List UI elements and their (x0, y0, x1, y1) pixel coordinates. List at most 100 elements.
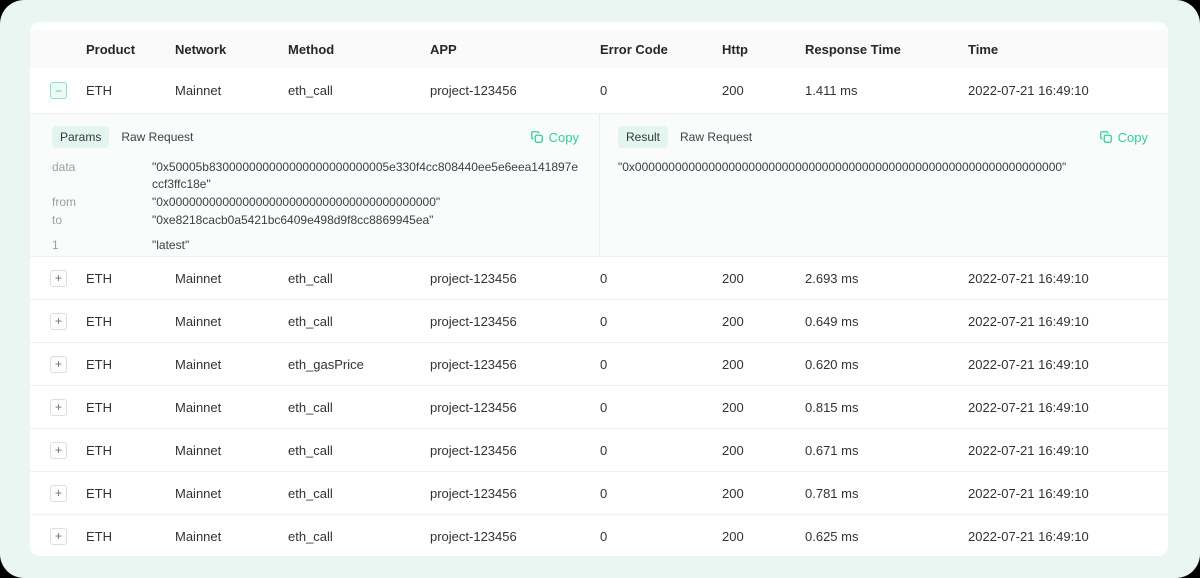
table-row[interactable]: + ETH Mainnet eth_call project-123456 0 … (30, 515, 1168, 556)
cell-product: ETH (86, 399, 112, 415)
cell-response-time: 1.411 ms (805, 83, 858, 98)
cell-app: project-123456 (430, 399, 517, 415)
cell-http: 200 (722, 485, 744, 501)
params-panel: Params Raw Request Copy data "0x50005b83… (30, 114, 600, 256)
cell-method: eth_call (288, 83, 333, 98)
table-header: Product Network Method APP Error Code Ht… (30, 30, 1168, 68)
cell-http: 200 (722, 356, 744, 372)
cell-error-code: 0 (600, 83, 608, 98)
cell-time: 2022-07-21 16:49:10 (968, 83, 1089, 98)
cell-http: 200 (722, 399, 744, 415)
cell-response-time: 2.693 ms (805, 270, 859, 286)
cell-network: Mainnet (175, 528, 222, 544)
expand-toggle-icon[interactable]: + (50, 441, 67, 459)
expand-toggle-icon[interactable]: + (50, 484, 67, 502)
params-field-list: data "0x50005b83000000000000000000000000… (52, 159, 579, 254)
expand-toggle-icon[interactable]: + (50, 398, 67, 416)
expand-toggle-icon[interactable]: + (50, 312, 67, 330)
cell-response-time: 0.671 ms (805, 442, 859, 458)
column-header-response-time: Response Time (805, 42, 968, 57)
cell-time: 2022-07-21 16:49:10 (968, 442, 1089, 458)
cell-method: eth_gasPrice (288, 356, 364, 372)
cell-http: 200 (722, 528, 744, 544)
column-header-product: Product (86, 41, 136, 57)
cell-product: ETH (86, 528, 112, 544)
column-header-error-code: Error Code (600, 42, 722, 57)
copy-result-button[interactable]: Copy (1099, 130, 1148, 145)
cell-error-code: 0 (600, 485, 608, 501)
param-field-row: 1 "latest" (52, 237, 579, 254)
column-header-network: Network (175, 42, 288, 57)
param-field-row: to "0xe8218cacb0a5421bc6409e498d9f8cc886… (52, 212, 579, 229)
cell-time: 2022-07-21 16:49:10 (968, 399, 1089, 415)
expanded-row-detail: Params Raw Request Copy data "0x50005b83… (30, 114, 1168, 257)
expand-toggle-icon[interactable]: + (50, 527, 67, 545)
tab-result[interactable]: Result (618, 126, 669, 148)
table-row[interactable]: − ETH Mainnet eth_call project-123456 0 … (30, 68, 1168, 114)
expand-toggle-icon[interactable]: − (50, 82, 67, 99)
cell-error-code: 0 (600, 356, 608, 372)
cell-time: 2022-07-21 16:49:10 (968, 356, 1089, 372)
param-key: 1 (52, 238, 59, 252)
table-row[interactable]: + ETH Mainnet eth_call project-123456 0 … (30, 300, 1168, 343)
cell-method: eth_call (288, 528, 333, 544)
param-value: "0xe8218cacb0a5421bc6409e498d9f8cc886994… (152, 213, 434, 227)
cell-http: 200 (722, 442, 744, 458)
cell-product: ETH (86, 83, 112, 98)
expand-toggle-icon[interactable]: + (50, 269, 67, 287)
tab-result-raw-request[interactable]: Raw Request (680, 130, 753, 144)
cell-response-time: 0.620 ms (805, 356, 859, 372)
cell-method: eth_call (288, 313, 333, 329)
copy-params-label: Copy (548, 129, 579, 145)
cell-response-time: 0.649 ms (805, 313, 859, 329)
table-row[interactable]: + ETH Mainnet eth_gasPrice project-12345… (30, 343, 1168, 386)
param-value: "latest" (152, 238, 190, 252)
copy-icon (530, 131, 543, 143)
cell-app: project-123456 (430, 528, 517, 544)
cell-product: ETH (86, 356, 112, 372)
table-row[interactable]: + ETH Mainnet eth_call project-123456 0 … (30, 472, 1168, 515)
cell-time: 2022-07-21 16:49:10 (968, 270, 1089, 286)
cell-http: 200 (722, 83, 744, 98)
cell-network: Mainnet (175, 485, 222, 501)
cell-network: Mainnet (175, 270, 222, 286)
column-header-time: Time (968, 42, 1168, 57)
cell-network: Mainnet (175, 356, 222, 372)
cell-http: 200 (722, 270, 744, 286)
cell-error-code: 0 (600, 313, 608, 329)
cell-network: Mainnet (175, 399, 222, 415)
result-value: "0x0000000000000000000000000000000000000… (618, 160, 1067, 174)
result-panel: Result Raw Request Copy "0x0000000000000… (600, 114, 1168, 256)
param-value: "0x0000000000000000000000000000000000000… (152, 195, 441, 209)
cell-network: Mainnet (175, 313, 222, 329)
expand-toggle-icon[interactable]: + (50, 355, 67, 373)
cell-app: project-123456 (430, 313, 517, 329)
result-panel-header: Result Raw Request Copy (618, 126, 1148, 148)
cell-app: project-123456 (430, 270, 517, 286)
table-row[interactable]: + ETH Mainnet eth_call project-123456 0 … (30, 386, 1168, 429)
table-row[interactable]: + ETH Mainnet eth_call project-123456 0 … (30, 257, 1168, 300)
cell-app: project-123456 (430, 485, 517, 501)
copy-params-button[interactable]: Copy (530, 130, 579, 145)
cell-response-time: 0.625 ms (805, 528, 859, 544)
table-row[interactable]: + ETH Mainnet eth_call project-123456 0 … (30, 429, 1168, 472)
param-field-row: from "0x00000000000000000000000000000000… (52, 194, 579, 211)
cell-app: project-123456 (430, 356, 517, 372)
cell-product: ETH (86, 485, 112, 501)
cell-method: eth_call (288, 485, 333, 501)
request-logs-card: Product Network Method APP Error Code Ht… (30, 22, 1168, 556)
column-header-app: APP (430, 42, 600, 57)
tab-params-raw-request[interactable]: Raw Request (121, 130, 194, 144)
cell-method: eth_call (288, 270, 333, 286)
cell-error-code: 0 (600, 270, 608, 286)
cell-error-code: 0 (600, 442, 608, 458)
param-key: data (52, 160, 76, 174)
cell-error-code: 0 (600, 399, 608, 415)
cell-http: 200 (722, 313, 744, 329)
cell-product: ETH (86, 442, 112, 458)
cell-product: ETH (86, 313, 112, 329)
tab-params[interactable]: Params (52, 126, 110, 148)
param-key: from (52, 195, 76, 209)
cell-response-time: 0.815 ms (805, 399, 859, 415)
cell-network: Mainnet (175, 442, 222, 458)
